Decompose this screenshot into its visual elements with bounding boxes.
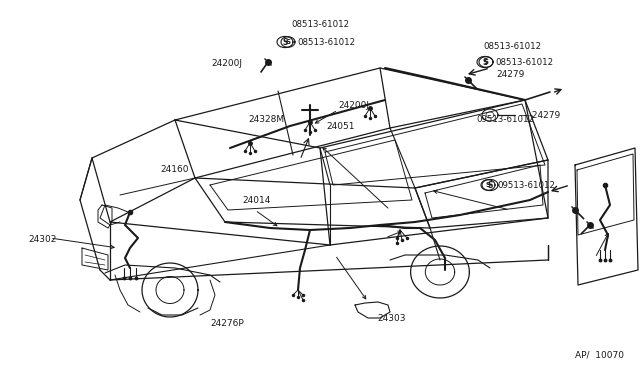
Text: S: S xyxy=(285,39,291,45)
Text: S: S xyxy=(282,38,288,46)
Text: S: S xyxy=(487,180,493,189)
Text: S: S xyxy=(486,182,490,188)
Text: 24302: 24302 xyxy=(29,235,57,244)
Text: 24160: 24160 xyxy=(160,165,189,174)
Text: 24279: 24279 xyxy=(496,70,524,79)
Text: 24328M: 24328M xyxy=(248,115,284,124)
Text: S: S xyxy=(483,58,488,67)
Text: 09513-61012: 09513-61012 xyxy=(477,115,535,124)
Text: 08513-61012: 08513-61012 xyxy=(483,42,541,51)
Text: 24303: 24303 xyxy=(378,314,406,323)
Text: — 24279: — 24279 xyxy=(520,110,560,119)
Text: 24276P: 24276P xyxy=(210,319,244,328)
Text: 24051: 24051 xyxy=(326,122,355,131)
Text: 24200J: 24200J xyxy=(211,59,242,68)
Text: 08513-61012: 08513-61012 xyxy=(297,38,355,46)
Text: 24014: 24014 xyxy=(242,196,270,205)
Text: 09513-61012: 09513-61012 xyxy=(497,180,555,189)
Text: 08513-61012: 08513-61012 xyxy=(495,58,553,67)
Text: AP/  10070: AP/ 10070 xyxy=(575,350,624,359)
Text: 08513-61012: 08513-61012 xyxy=(291,20,349,29)
Text: S: S xyxy=(483,59,488,65)
Text: 24200J: 24200J xyxy=(338,100,369,109)
